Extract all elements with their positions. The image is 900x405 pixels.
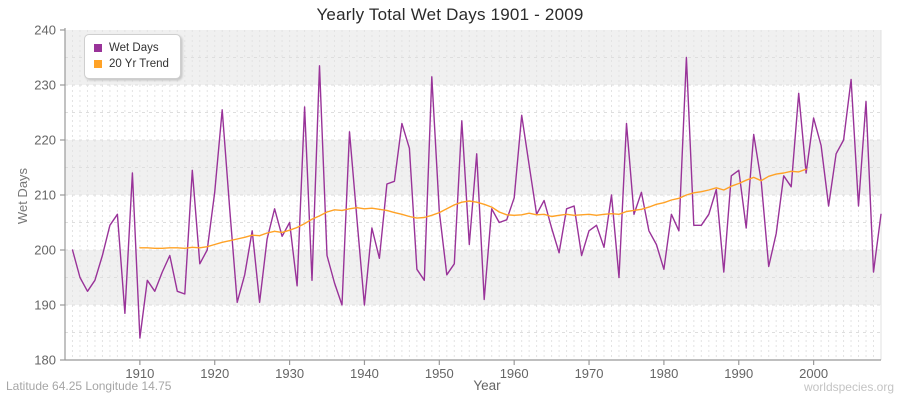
y-tick-label: 240 <box>34 23 56 38</box>
x-tick-label: 1990 <box>724 366 753 381</box>
watermark-label: worldspecies.org <box>803 380 894 394</box>
y-tick-label: 230 <box>34 78 56 93</box>
x-axis-title: Year <box>473 378 501 393</box>
chart-title: Yearly Total Wet Days 1901 - 2009 <box>316 5 584 24</box>
y-tick-label: 220 <box>34 133 56 148</box>
wet-days-line <box>71 56 882 339</box>
y-axis-title: Wet Days <box>15 167 30 225</box>
x-tick-label: 1910 <box>125 366 154 381</box>
coordinates-label: Latitude 64.25 Longitude 14.75 <box>6 379 172 393</box>
y-tick-label: 210 <box>34 188 56 203</box>
x-tick-label: 1980 <box>649 366 678 381</box>
legend-label: 20 Yr Trend <box>109 58 169 70</box>
legend-item: 20 Yr Trend <box>94 56 169 72</box>
legend-swatch-icon <box>94 44 102 52</box>
y-tick-label: 200 <box>34 243 56 258</box>
legend: Wet Days 20 Yr Trend <box>84 34 181 79</box>
x-tick-label: 1920 <box>200 366 229 381</box>
y-tick-label: 180 <box>34 353 56 368</box>
x-tick-label: 1930 <box>275 366 304 381</box>
x-tick-label: 1970 <box>575 366 604 381</box>
x-tick-label: 2000 <box>799 366 828 381</box>
x-tick-label: 1960 <box>500 366 529 381</box>
x-tick-label: 1950 <box>425 366 454 381</box>
legend-label: Wet Days <box>109 42 159 54</box>
legend-item: Wet Days <box>94 40 169 56</box>
legend-swatch-icon <box>94 60 102 68</box>
y-tick-label: 190 <box>34 298 56 313</box>
20-yr-trend-line <box>139 168 807 250</box>
x-tick-label: 1940 <box>350 366 379 381</box>
